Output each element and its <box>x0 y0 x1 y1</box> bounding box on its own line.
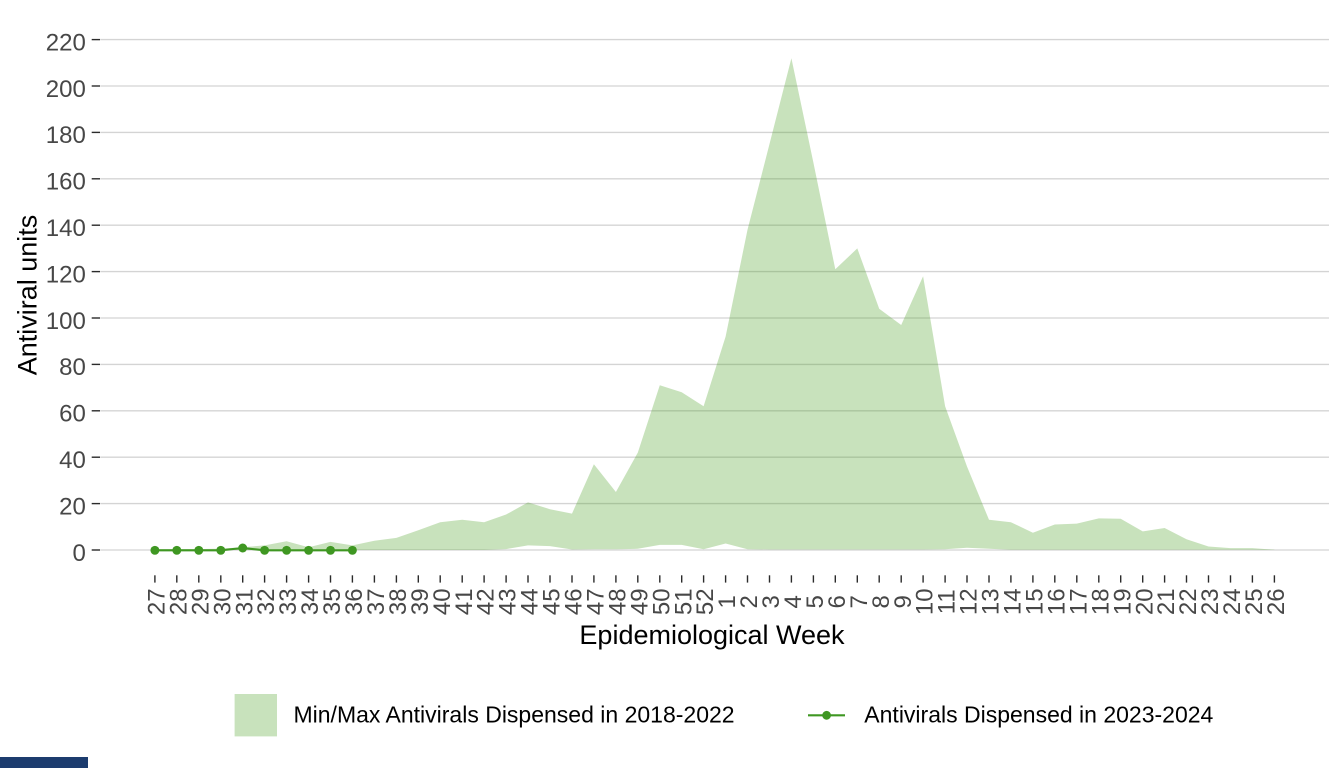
svg-text:21: 21 <box>1153 588 1180 615</box>
svg-text:Epidemiological Week: Epidemiological Week <box>579 620 845 650</box>
svg-text:45: 45 <box>539 588 566 615</box>
svg-text:50: 50 <box>648 588 675 615</box>
svg-text:120: 120 <box>46 261 86 288</box>
svg-text:11: 11 <box>934 589 961 614</box>
svg-text:32: 32 <box>253 588 280 615</box>
svg-text:28: 28 <box>165 588 192 615</box>
svg-text:47: 47 <box>583 588 610 615</box>
svg-text:30: 30 <box>209 588 236 615</box>
svg-text:100: 100 <box>46 308 86 335</box>
svg-text:27: 27 <box>144 588 171 615</box>
svg-text:18: 18 <box>1087 588 1114 615</box>
svg-text:60: 60 <box>59 401 86 428</box>
svg-text:200: 200 <box>46 76 86 103</box>
svg-text:37: 37 <box>363 588 390 615</box>
svg-text:42: 42 <box>473 588 500 615</box>
svg-text:26: 26 <box>1263 588 1290 615</box>
svg-text:51: 51 <box>670 588 697 615</box>
svg-text:48: 48 <box>605 588 632 615</box>
svg-text:29: 29 <box>187 588 214 615</box>
svg-text:4: 4 <box>780 595 807 608</box>
svg-text:17: 17 <box>1065 588 1092 615</box>
svg-text:16: 16 <box>1043 588 1070 615</box>
svg-text:25: 25 <box>1241 588 1268 615</box>
svg-text:43: 43 <box>495 588 522 615</box>
svg-text:35: 35 <box>319 588 346 615</box>
svg-text:7: 7 <box>846 595 873 608</box>
svg-text:9: 9 <box>890 595 917 608</box>
svg-text:24: 24 <box>1219 588 1246 615</box>
svg-text:13: 13 <box>978 588 1005 615</box>
svg-text:38: 38 <box>385 588 412 615</box>
svg-text:52: 52 <box>692 588 719 615</box>
svg-text:Antiviral units: Antiviral units <box>12 215 42 376</box>
svg-text:34: 34 <box>297 588 324 615</box>
svg-text:220: 220 <box>46 29 86 56</box>
svg-text:31: 31 <box>231 588 258 615</box>
svg-text:Antivirals Dispensed in 2023-2: Antivirals Dispensed in 2023-2024 <box>864 701 1213 727</box>
svg-text:49: 49 <box>626 588 653 615</box>
svg-text:8: 8 <box>868 595 895 608</box>
svg-text:41: 41 <box>451 588 478 615</box>
svg-text:19: 19 <box>1109 588 1136 615</box>
svg-text:46: 46 <box>561 588 588 615</box>
svg-text:3: 3 <box>758 595 785 608</box>
svg-text:160: 160 <box>46 169 86 196</box>
svg-text:20: 20 <box>59 493 86 520</box>
svg-text:36: 36 <box>341 588 368 615</box>
svg-text:10: 10 <box>912 588 939 615</box>
svg-text:22: 22 <box>1175 588 1202 615</box>
svg-text:180: 180 <box>46 122 86 149</box>
svg-text:39: 39 <box>407 588 434 615</box>
svg-text:44: 44 <box>517 588 544 615</box>
svg-text:33: 33 <box>275 588 302 615</box>
svg-text:0: 0 <box>72 540 85 567</box>
svg-text:40: 40 <box>59 447 86 474</box>
svg-text:140: 140 <box>46 215 86 242</box>
svg-text:Min/Max Antivirals Dispensed i: Min/Max Antivirals Dispensed in 2018-202… <box>294 701 735 727</box>
svg-text:40: 40 <box>429 588 456 615</box>
svg-text:14: 14 <box>1000 588 1027 615</box>
svg-text:2: 2 <box>736 595 763 608</box>
svg-text:5: 5 <box>802 595 829 608</box>
svg-text:15: 15 <box>1022 588 1049 615</box>
svg-text:20: 20 <box>1131 588 1158 615</box>
svg-text:12: 12 <box>956 588 983 615</box>
svg-text:6: 6 <box>824 595 851 608</box>
svg-text:1: 1 <box>714 595 741 608</box>
svg-text:23: 23 <box>1197 588 1224 615</box>
svg-text:80: 80 <box>59 354 86 381</box>
